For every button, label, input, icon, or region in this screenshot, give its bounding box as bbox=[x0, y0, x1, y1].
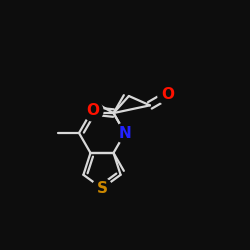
Text: O: O bbox=[86, 104, 100, 118]
Circle shape bbox=[92, 178, 112, 198]
Circle shape bbox=[158, 85, 178, 105]
Circle shape bbox=[83, 101, 103, 121]
Text: S: S bbox=[96, 181, 108, 196]
Text: O: O bbox=[161, 88, 174, 102]
Circle shape bbox=[115, 123, 135, 143]
Text: N: N bbox=[119, 126, 132, 140]
